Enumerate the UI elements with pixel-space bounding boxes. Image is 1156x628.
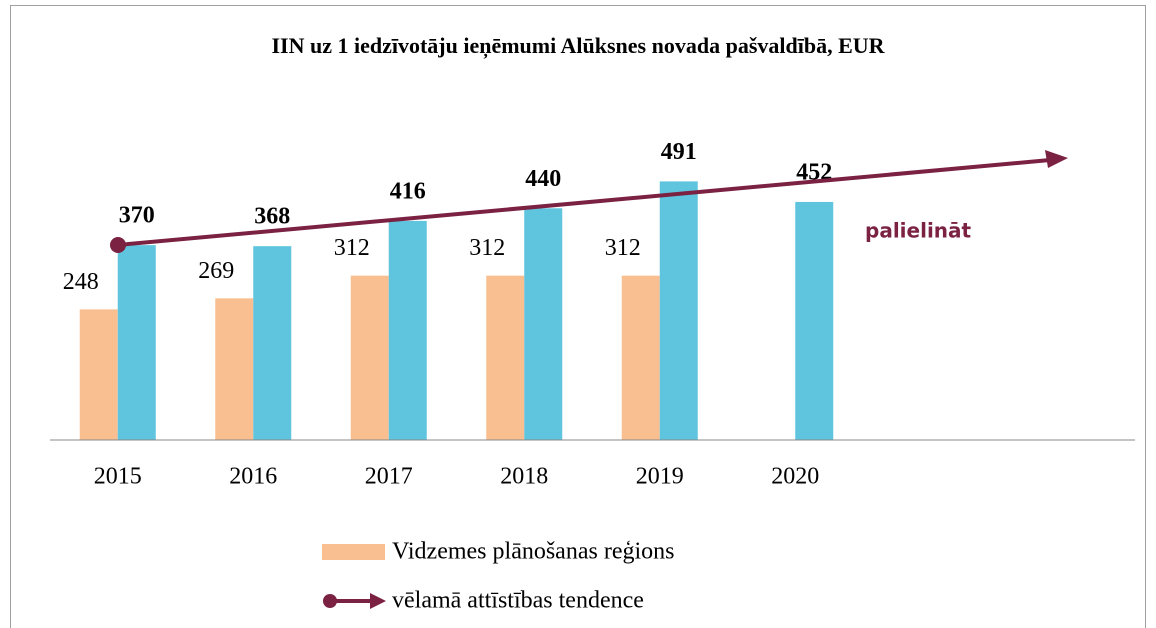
legend-trend-dot	[323, 594, 337, 608]
bar	[621, 275, 660, 440]
x-tick-label: 2016	[229, 464, 277, 490]
data-label: 416	[390, 178, 426, 204]
x-tick-label: 2020	[771, 464, 819, 490]
data-label: 312	[469, 235, 505, 261]
bar	[388, 220, 427, 440]
data-label: 248	[63, 269, 99, 295]
bar	[795, 201, 834, 440]
data-label: 368	[254, 204, 290, 230]
data-label: 269	[198, 258, 234, 284]
legend-swatch	[322, 544, 385, 560]
x-tick-label: 2018	[500, 464, 548, 490]
data-label: 312	[334, 235, 370, 261]
x-tick-label: 2017	[365, 464, 413, 490]
bar	[524, 208, 563, 440]
trend-arrowhead	[1045, 150, 1068, 168]
data-label: 440	[525, 166, 561, 192]
chart-title: IIN uz 1 iedzīvotāju ieņēmumi Alūksnes n…	[271, 33, 885, 59]
legend-trend-arrow	[370, 593, 386, 609]
x-tick-label: 2015	[94, 464, 142, 490]
data-label: 312	[605, 235, 641, 261]
bar	[215, 298, 254, 440]
bar	[253, 246, 292, 440]
data-label: 491	[661, 139, 697, 165]
legend-label: Vidzemes plānošanas reģions	[392, 539, 674, 565]
x-tick-label: 2019	[636, 464, 684, 490]
bar	[659, 181, 698, 440]
data-label: 370	[119, 203, 155, 229]
bar	[79, 309, 118, 440]
annotation: palielināt	[865, 219, 972, 243]
legend-label: vēlamā attīstības tendence	[392, 588, 644, 614]
trend-dot	[110, 237, 126, 253]
bar	[117, 245, 156, 440]
chart-border	[10, 5, 1146, 628]
bar	[486, 275, 525, 440]
bar	[350, 275, 389, 440]
trend-line	[117, 158, 1051, 247]
